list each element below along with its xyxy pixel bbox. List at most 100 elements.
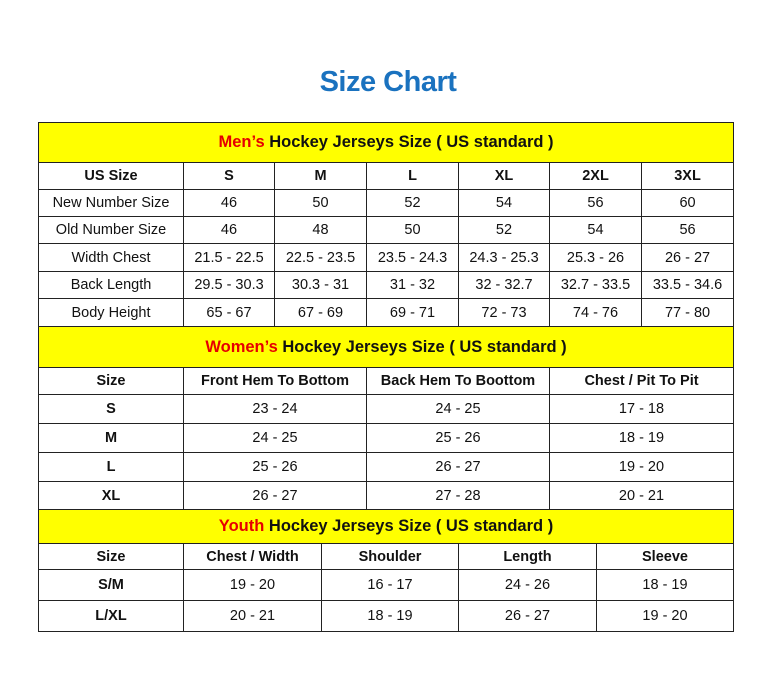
row-label: Width Chest — [38, 243, 184, 272]
table-cell: 29.5 - 30.3 — [183, 271, 275, 299]
table-cell: 32 - 32.7 — [458, 271, 550, 299]
table-cell: 25.3 - 26 — [549, 243, 642, 272]
table-cell: 48 — [274, 216, 367, 244]
table-cell: 30.3 - 31 — [274, 271, 367, 299]
table-cell: 24 - 25 — [183, 423, 367, 453]
youth-section-header: Youth Hockey Jerseys Size ( US standard … — [37, 509, 735, 544]
column-header: US Size — [38, 162, 184, 190]
row-label: S/M — [38, 569, 184, 601]
table-row: Body Height 65 - 67 67 - 69 69 - 71 72 - 73 7… — [38, 298, 735, 327]
table-cell: 23 - 24 — [183, 394, 367, 424]
table-cell: 50 — [366, 216, 459, 244]
table-cell: 26 - 27 — [458, 600, 597, 632]
table-cell: 24.3 - 25.3 — [458, 243, 550, 272]
table-row: S/M 19 - 20 16 - 17 24 - 26 18 - 19 — [38, 569, 735, 601]
table-cell: 18 - 19 — [595, 569, 735, 601]
section-header-text: Hockey Jerseys Size ( US standard ) — [277, 337, 567, 356]
column-header: 2XL — [549, 162, 642, 190]
column-header-row: Size Front Hem To Bottom Back Hem To Boott… — [38, 367, 735, 395]
column-header: Shoulder — [321, 543, 459, 570]
womens-size-table: Women’s Hockey Jerseys Size ( US standar… — [37, 326, 735, 510]
column-header: L — [366, 162, 459, 190]
table-cell: 19 - 20 — [183, 569, 322, 601]
column-header: Length — [458, 543, 597, 570]
table-cell: 54 — [549, 216, 642, 244]
row-label: Back Length — [38, 271, 184, 299]
table-cell: 69 - 71 — [366, 298, 459, 327]
table-cell: 16 - 17 — [321, 569, 459, 601]
section-header-text: Hockey Jerseys Size ( US standard ) — [264, 133, 554, 151]
table-cell: 60 — [640, 189, 735, 217]
table-cell: 17 - 18 — [548, 394, 735, 424]
table-row: M 24 - 25 25 - 26 18 - 19 — [38, 423, 735, 453]
youth-size-table: Youth Hockey Jerseys Size ( US standard … — [37, 509, 735, 632]
page-title: Size Chart — [319, 66, 457, 98]
row-label: L — [38, 452, 184, 482]
column-header-row: US Size S M L XL 2XL 3XL — [38, 162, 735, 190]
table-row: Back Length 29.5 - 30.3 30.3 - 31 31 - 32 32… — [38, 271, 735, 299]
table-row: New Number Size 46 50 52 54 56 60 — [38, 189, 735, 217]
table-cell: 77 - 80 — [640, 298, 735, 327]
column-header: Back Hem To Boottom — [366, 367, 550, 395]
row-label: Old Number Size — [38, 216, 184, 244]
column-header: Size — [38, 367, 184, 395]
column-header: M — [274, 162, 367, 190]
table-cell: 18 - 19 — [548, 423, 735, 453]
row-label: M — [38, 423, 184, 453]
table-cell: 26 - 27 — [183, 481, 367, 510]
table-cell: 46 — [183, 216, 275, 244]
row-label: XL — [38, 481, 184, 510]
table-cell: 74 - 76 — [549, 298, 642, 327]
section-header-accent: Youth — [218, 517, 265, 535]
section-header-text: Hockey Jerseys Size ( US standard ) — [264, 517, 554, 535]
table-cell: 72 - 73 — [458, 298, 550, 327]
table-cell: 26 - 27 — [640, 243, 735, 272]
row-label: Body Height — [38, 298, 184, 327]
table-cell: 24 - 25 — [366, 394, 550, 424]
column-header: Front Hem To Bottom — [183, 367, 367, 395]
table-row: L/XL 20 - 21 18 - 19 26 - 27 19 - 20 — [38, 600, 735, 632]
table-cell: 52 — [366, 189, 459, 217]
table-row: L 25 - 26 26 - 27 19 - 20 — [38, 452, 735, 482]
table-cell: 67 - 69 — [274, 298, 367, 327]
table-cell: 20 - 21 — [183, 600, 322, 632]
table-row: Old Number Size 46 48 50 52 54 56 — [38, 216, 735, 244]
table-cell: 26 - 27 — [366, 452, 550, 482]
table-cell: 33.5 - 34.6 — [640, 271, 735, 299]
column-header-row: Size Chest / Width Shoulder Length Sleeve — [38, 543, 735, 570]
table-cell: 20 - 21 — [548, 481, 735, 510]
table-cell: 56 — [640, 216, 735, 244]
column-header: 3XL — [640, 162, 735, 190]
table-cell: 21.5 - 22.5 — [183, 243, 275, 272]
section-header-accent: Women’s — [205, 337, 278, 356]
table-cell: 52 — [458, 216, 550, 244]
table-cell: 56 — [549, 189, 642, 217]
table-cell: 54 — [458, 189, 550, 217]
row-label: New Number Size — [38, 189, 184, 217]
row-label: S — [38, 394, 184, 424]
table-cell: 32.7 - 33.5 — [549, 271, 642, 299]
table-row: Width Chest 21.5 - 22.5 22.5 - 23.5 23.5 - … — [38, 243, 735, 272]
table-cell: 19 - 20 — [548, 452, 735, 482]
table-cell: 46 — [183, 189, 275, 217]
women-section-header: Women’s Hockey Jerseys Size ( US standar… — [37, 326, 735, 368]
table-cell: 25 - 26 — [183, 452, 367, 482]
column-header: Chest / Pit To Pit — [548, 367, 735, 395]
row-label: L/XL — [38, 600, 184, 632]
mens-size-table: Men’s Hockey Jerseys Size ( US standard … — [37, 122, 735, 327]
table-cell: 18 - 19 — [321, 600, 459, 632]
table-cell: 23.5 - 24.3 — [366, 243, 459, 272]
table-row: S 23 - 24 24 - 25 17 - 18 — [38, 394, 735, 424]
column-header: XL — [458, 162, 550, 190]
table-cell: 50 — [274, 189, 367, 217]
section-header-accent: Men’s — [218, 133, 265, 151]
table-cell: 22.5 - 23.5 — [274, 243, 367, 272]
table-cell: 27 - 28 — [366, 481, 550, 510]
column-header: Chest / Width — [183, 543, 322, 570]
table-row: XL 26 - 27 27 - 28 20 - 21 — [38, 481, 735, 510]
table-cell: 19 - 20 — [595, 600, 735, 632]
table-cell: 25 - 26 — [366, 423, 550, 453]
column-header: S — [183, 162, 275, 190]
table-cell: 31 - 32 — [366, 271, 459, 299]
column-header: Size — [38, 543, 184, 570]
